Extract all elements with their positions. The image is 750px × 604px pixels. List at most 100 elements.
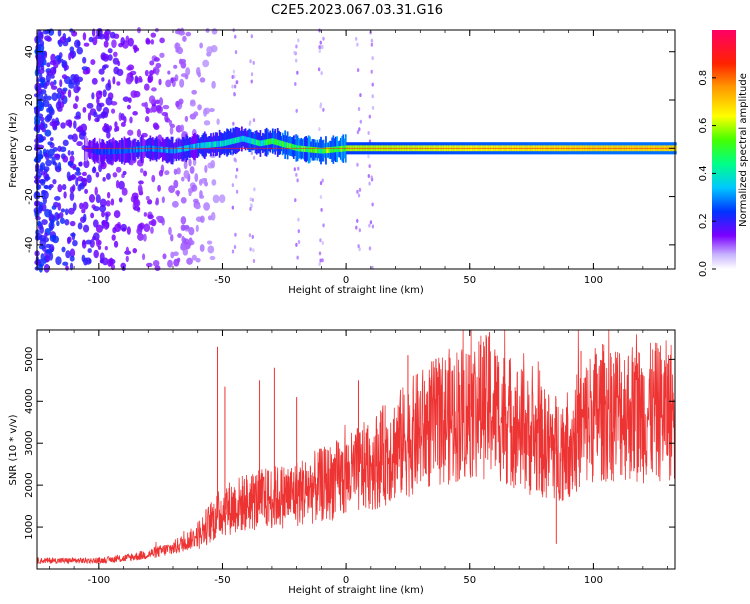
spectrogram-noise-cell (143, 170, 148, 177)
spectrogram-band-core (92, 147, 95, 154)
spectrogram-noise-cell (95, 194, 101, 204)
spectrogram-band-core (286, 142, 289, 149)
spectrogram-noise-cell (164, 170, 170, 176)
spectrogram-noise-cell (120, 36, 125, 46)
spectrogram-noise-cell (105, 83, 112, 91)
colorbar-tick-label: 0.4 (698, 165, 709, 181)
spectrogram-noise-cell (113, 51, 118, 57)
snr-x-ticks: -100 -50 0 50 100 (49, 330, 668, 586)
spectrogram-noise-cell (61, 246, 66, 253)
spectrogram-noise-cell (98, 113, 103, 119)
spectrogram-streak-cell (371, 94, 374, 99)
spectrogram-band-core (212, 141, 215, 148)
spectrogram-noise-cell (50, 85, 58, 90)
spectrogram-noise-cell (47, 141, 53, 146)
spectrogram-streak-cell (294, 198, 297, 203)
spectrogram-noise-cell (180, 73, 188, 78)
spectrogram-noise-cell (127, 129, 134, 136)
spectrogram-streak-cell (356, 42, 359, 47)
spectrogram-band-core (323, 147, 326, 154)
spectrogram-noise-cell (49, 224, 54, 231)
spectrogram-streak-cell (319, 195, 323, 200)
spectrogram-band-core (137, 146, 139, 153)
spectrogram-noise-cell (46, 62, 51, 68)
spectrogram-noise-cell (171, 200, 179, 208)
spectrogram-band-core (124, 147, 127, 154)
spectrogram-streak-cell (253, 187, 256, 192)
spectrogram-streak-cell (233, 91, 236, 96)
spectrogram-noise-cell (93, 111, 98, 118)
spectrogram-noise-cell (61, 184, 67, 191)
spectrogram-noise-cell (44, 35, 51, 42)
spectrogram-noise-cell (38, 31, 44, 41)
spectrogram-streak-cell (368, 114, 372, 119)
spectrogram-band-core (164, 146, 167, 153)
spectrogram-band-core (269, 138, 272, 145)
spectrogram-noise-cell (134, 75, 139, 85)
spectrogram-noise-cell (151, 174, 156, 183)
spectrogram-noise-cell (106, 172, 111, 180)
spectrogram-noise-cell (144, 69, 149, 77)
spectrogram-y-tick-label: -20 (24, 188, 35, 204)
spectrogram-band-core (179, 146, 181, 153)
spectrogram-noise-cell (76, 46, 84, 55)
spectrogram-band-core (200, 142, 202, 149)
spectrogram-noise-cell (82, 106, 87, 113)
spectrogram-noise-cell (99, 198, 107, 208)
spectrogram-noise-cell (173, 168, 178, 175)
spectrogram-noise-cell (71, 133, 78, 143)
spectrogram-noise-cell (96, 103, 102, 112)
spectrogram-noise-cell (207, 245, 215, 254)
spectrogram-noise-cell (98, 90, 103, 96)
spectrogram-band-core (114, 148, 117, 155)
spectrogram-band-core (316, 147, 319, 154)
spectrogram-noise-cell (136, 129, 142, 138)
spectrogram-streak-cell (319, 258, 322, 263)
spectrogram-noise-cell (46, 113, 52, 122)
spectrogram-noise-cell (203, 202, 211, 211)
spectrogram-band-core (173, 147, 175, 154)
spectrogram-band-core (155, 146, 158, 152)
spectrogram-noise-cell (150, 39, 155, 45)
spectrogram-streak-cell (231, 249, 235, 254)
spectrogram-noise-cell (76, 167, 81, 173)
spectrogram-band-core (139, 146, 142, 153)
spectrogram-streak-cell (234, 232, 237, 237)
spectrogram-noise-cell (153, 57, 160, 62)
spectrogram-noise-cell (52, 161, 57, 166)
spectrogram-noise-cell (90, 59, 96, 66)
spectrogram-noise-cell (199, 77, 206, 83)
spectrogram-streak-cell (357, 193, 361, 198)
spectrogram-streak-cell (356, 218, 359, 223)
spectrogram-band-core (203, 142, 206, 149)
spectrogram-streak-cell (293, 50, 296, 55)
spectrogram-streak-cell (295, 172, 298, 177)
spectrogram-noise-cell (130, 90, 138, 98)
spectrogram-y-tick-label: 0 (24, 145, 35, 151)
spectrogram-band-core (100, 148, 102, 155)
spectrogram-band-core (213, 141, 216, 148)
spectrogram-band-core (304, 146, 306, 152)
spectrogram-noise-cell (34, 259, 42, 266)
spectrogram-noise-cell (188, 190, 192, 197)
spectrogram-noise-cell (212, 194, 220, 204)
spectrogram-band-core (158, 146, 160, 153)
spectrogram-noise-cell (40, 253, 45, 261)
spectrogram-band-core (248, 137, 251, 144)
spectrogram-streak-cell (318, 251, 322, 256)
spectrogram-streak-cell (319, 40, 322, 45)
spectrogram-band-core (135, 146, 138, 153)
spectrogram-noise-cell (81, 240, 87, 249)
spectrogram-noise-cell (82, 224, 90, 233)
colorbar-tick-label: 0.6 (698, 118, 709, 134)
spectrogram-noise-cell (86, 102, 94, 109)
spectrogram-noise-cell (83, 159, 90, 169)
spectrogram-band-core (210, 141, 212, 148)
spectrogram-noise-cell (118, 180, 125, 190)
spectrogram-noise-cell (175, 42, 179, 51)
spectrogram-noise-cell (35, 229, 40, 236)
spectrogram-streak-cell (319, 238, 322, 243)
spectrogram-x-tick-label: -100 (87, 275, 110, 286)
